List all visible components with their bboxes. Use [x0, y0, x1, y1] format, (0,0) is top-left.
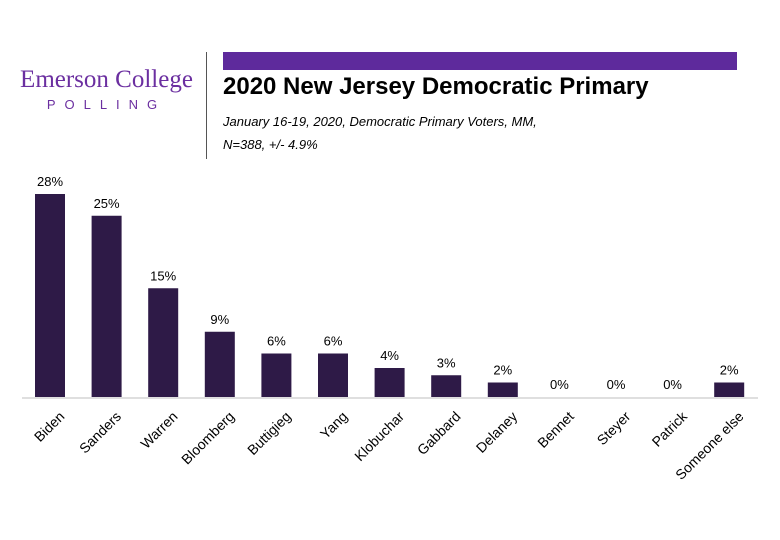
logo-polling: POLLING [46, 97, 167, 112]
chart-subtitle-line2: N=388, +/- 4.9% [223, 137, 318, 152]
header-divider [206, 52, 207, 159]
bar-biden [35, 194, 65, 397]
category-label: Bloomberg [178, 408, 237, 467]
bar-warren [148, 288, 179, 397]
value-label: 6% [267, 334, 286, 349]
category-label: Steyer [594, 408, 634, 448]
category-label: Gabbard [414, 408, 464, 458]
bar-yang [318, 353, 348, 397]
category-label: Sanders [76, 408, 124, 456]
value-label: 2% [720, 363, 739, 378]
value-label: 0% [550, 377, 569, 392]
category-label: Delaney [473, 408, 521, 456]
chart-title: 2020 New Jersey Democratic Primary [223, 73, 649, 100]
category-label: Biden [31, 408, 68, 445]
bar-buttigieg [261, 353, 292, 397]
bar-sanders [91, 215, 122, 397]
category-label: Bennet [534, 408, 577, 451]
bar-delaney [487, 382, 518, 397]
category-label: Warren [137, 408, 180, 451]
category-label: Buttigieg [244, 408, 294, 458]
bar-someone-else [714, 382, 745, 397]
value-label: 25% [94, 196, 120, 211]
category-label: Yang [317, 408, 351, 442]
bars-group [35, 194, 745, 397]
bar-bloomberg [204, 331, 235, 397]
value-labels-group: 28% 25% 15% 9% 6% 6% 4% 3% 2% 0% 0% 0% 2% [37, 174, 739, 392]
value-label: 0% [607, 377, 626, 392]
value-label: 3% [437, 355, 456, 370]
value-label: 0% [663, 377, 682, 392]
value-label: 9% [210, 312, 229, 327]
value-label: 2% [493, 363, 512, 378]
value-label: 15% [150, 268, 176, 283]
bar-gabbard [431, 375, 462, 397]
category-label: Patrick [649, 407, 691, 449]
header-accent-band [223, 52, 737, 70]
value-label: 4% [380, 348, 399, 363]
value-label: 28% [37, 174, 63, 189]
category-label: Klobuchar [351, 408, 407, 464]
value-label: 6% [324, 334, 343, 349]
chart-subtitle-line1: January 16-19, 2020, Democratic Primary … [223, 114, 537, 129]
bar-klobuchar [374, 368, 405, 397]
logo-emerson-college: Emerson College [20, 66, 193, 93]
